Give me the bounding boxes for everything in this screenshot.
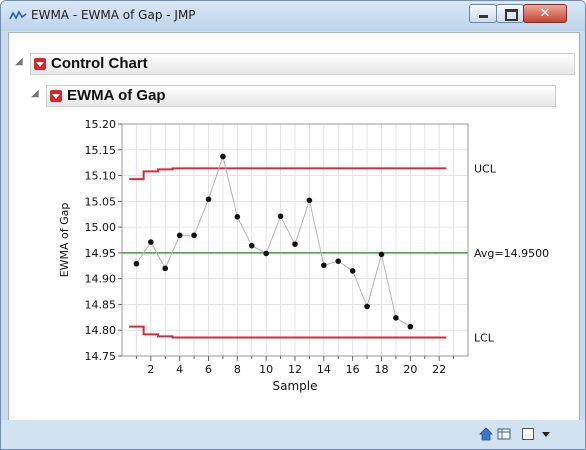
maximize-icon — [505, 9, 518, 21]
data-point — [407, 323, 414, 330]
table-icon[interactable] — [497, 427, 511, 441]
y-tick-label: 14.75 — [85, 350, 117, 363]
data-point — [349, 268, 356, 274]
x-tick-label: 22 — [432, 363, 446, 376]
y-tick-label: 15.05 — [85, 195, 117, 208]
x-tick-label: 8 — [234, 363, 241, 376]
y-tick-label: 14.85 — [85, 298, 117, 311]
y-tick-label: 14.90 — [85, 273, 117, 286]
data-point — [176, 232, 183, 239]
close-icon: ✕ — [539, 6, 551, 21]
x-axis-label: Sample — [273, 379, 318, 393]
data-point — [321, 262, 327, 269]
y-tick-label: 15.15 — [85, 144, 117, 157]
outline-control-chart[interactable]: Control Chart — [30, 53, 575, 75]
data-point — [364, 303, 370, 310]
y-axis-label: EWMA of Gap — [58, 203, 71, 278]
red-triangle-menu-icon[interactable] — [34, 58, 46, 70]
x-tick-label: 20 — [403, 363, 417, 376]
window-title: EWMA - EWMA of Gap - JMP — [31, 8, 196, 22]
checkbox-icon[interactable] — [521, 427, 535, 441]
x-tick-label: 12 — [288, 363, 302, 376]
data-point — [306, 197, 313, 204]
x-tick-label: 10 — [259, 363, 273, 376]
lcl-line — [129, 325, 447, 339]
ucl-label: UCL — [474, 162, 497, 175]
data-point — [133, 260, 140, 267]
home-icon[interactable] — [479, 427, 493, 441]
center-line-label: Avg=14.9500 — [474, 247, 549, 260]
data-point — [162, 265, 169, 272]
data-point — [378, 251, 385, 258]
x-tick-label: 2 — [147, 363, 154, 376]
data-point — [277, 213, 284, 220]
disclosure-expanded-icon[interactable]: ◢ — [31, 88, 39, 99]
x-tick-label: 18 — [375, 363, 389, 376]
outline-title-control-chart: Control Chart — [51, 55, 148, 72]
red-triangle-menu-icon[interactable] — [50, 90, 62, 102]
x-tick-label: 4 — [176, 363, 183, 376]
dropdown-arrow-icon[interactable] — [539, 427, 553, 441]
y-tick-label: 14.95 — [85, 247, 117, 260]
data-point — [220, 153, 226, 160]
y-tick-label: 14.80 — [85, 324, 117, 337]
minimize-icon — [479, 15, 488, 18]
outline-ewma-of-gap[interactable]: EWMA of Gap — [46, 85, 556, 107]
data-point — [263, 250, 269, 257]
data-point — [335, 258, 342, 264]
outline-title-ewma-of-gap: EWMA of Gap — [67, 87, 166, 104]
data-point — [248, 242, 255, 249]
lcl-label: LCL — [474, 331, 495, 344]
data-point — [148, 239, 154, 245]
y-tick-label: 15.00 — [85, 221, 117, 234]
y-tick-label: 15.10 — [85, 170, 117, 183]
y-tick-label: 15.20 — [85, 118, 117, 131]
data-point — [393, 315, 399, 321]
x-tick-label: 6 — [205, 363, 212, 376]
status-bar — [1, 420, 585, 449]
data-point — [191, 232, 197, 239]
data-point — [292, 241, 298, 247]
ucl-line — [129, 167, 447, 181]
data-point — [205, 196, 212, 203]
x-tick-label: 16 — [346, 363, 360, 376]
title-bar[interactable]: EWMA - EWMA of Gap - JMP ✕ — [1, 1, 585, 31]
ewma-control-chart[interactable]: 14.75 14.80 14.85 14.90 14.95 15.00 15.05 15.10… — [1, 1, 585, 419]
x-tick-label: 14 — [317, 363, 331, 376]
close-button[interactable]: ✕ — [523, 4, 567, 23]
jmp-chart-icon — [9, 10, 27, 20]
data-point — [234, 214, 241, 220]
disclosure-expanded-icon[interactable]: ◢ — [15, 56, 23, 67]
